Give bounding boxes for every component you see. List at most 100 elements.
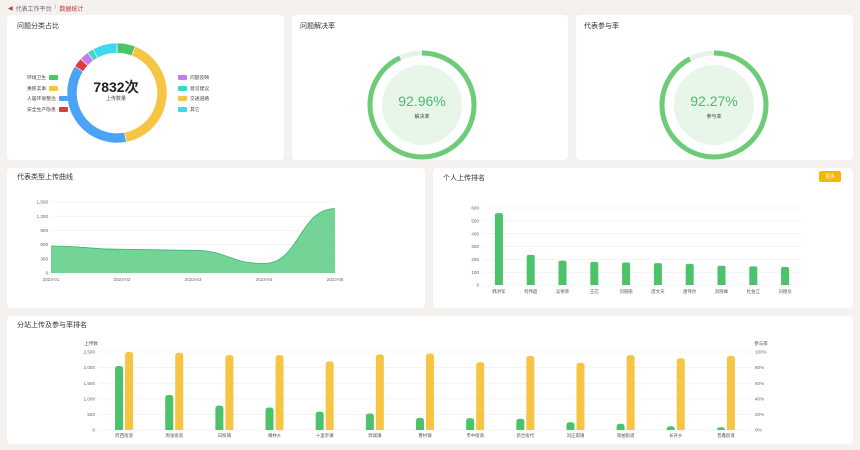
branch-participation-bar[interactable]: [275, 355, 284, 430]
branch-upload-bar[interactable]: [215, 405, 224, 430]
branch-left-tick: 0: [92, 428, 95, 433]
branch-x-label: 新合街代: [517, 432, 535, 439]
resolve-rate-title: 问题解决率: [300, 23, 335, 30]
rank-bar[interactable]: [685, 263, 694, 285]
donut-total-value: 7832次: [93, 79, 139, 95]
participate-rate-value: 92.27%: [690, 93, 738, 109]
legend-label: 惠民实事: [27, 86, 47, 92]
branch-upload-bar[interactable]: [616, 423, 625, 430]
trend-y-tick: 1,500: [37, 200, 49, 205]
rank-y-tick: 0: [476, 283, 479, 288]
back-arrow-icon[interactable]: ◀: [8, 5, 13, 12]
more-button[interactable]: 更多: [819, 171, 841, 182]
branch-participation-bar[interactable]: [626, 355, 635, 430]
rank-x-label: 唐伟尔: [683, 288, 697, 295]
legend-label: 意见建议: [190, 86, 210, 92]
rank-bar[interactable]: [494, 213, 503, 285]
branch-upload-bar[interactable]: [716, 427, 725, 431]
branch-upload-bar[interactable]: [416, 417, 424, 430]
trend-y-tick: 900: [40, 228, 48, 233]
participate-rate-gauge: [659, 50, 769, 160]
legend-right-item-1[interactable]: 问题反映: [178, 74, 209, 81]
breadcrumb-parent[interactable]: 代表工作平台: [15, 6, 52, 13]
rank-x-label: 王芯: [590, 288, 599, 294]
branch-x-label: 曹村镇: [418, 432, 432, 439]
rank-bar[interactable]: [749, 266, 758, 285]
rank-bar[interactable]: [781, 267, 790, 285]
donut-slice-8[interactable]: [92, 42, 118, 59]
breadcrumb-separator: /: [54, 5, 57, 11]
legend-right-item-3[interactable]: 交通道路: [178, 95, 209, 102]
legend-right-item-4[interactable]: 其它: [178, 106, 200, 113]
branch-upload-bar[interactable]: [466, 418, 475, 430]
left-axis-title: 上传数: [84, 340, 98, 347]
legend-left-item-1[interactable]: 环境卫生: [27, 74, 59, 81]
branch-upload-bar[interactable]: [315, 411, 324, 430]
branch-participation-bar[interactable]: [375, 354, 384, 430]
rank-y-tick: 300: [471, 244, 479, 249]
branch-ranking-chart: 上传数 参与率 0 500 1,000 1,500 2,000 2,500 0% 20% 40% 60…: [84, 340, 769, 439]
rank-bar[interactable]: [622, 262, 631, 285]
legend-label: 问题反映: [190, 76, 210, 81]
rank-x-label: 杜伯江: [747, 288, 761, 295]
branch-upload-bar[interactable]: [516, 418, 525, 430]
legend-label: 交通道路: [190, 97, 210, 102]
legend-left-item-3[interactable]: 人居环境整治: [27, 95, 68, 102]
trend-x-tick: 2023-01: [43, 277, 60, 282]
branch-participation-bar[interactable]: [426, 353, 434, 430]
branch-participation-bar[interactable]: [175, 352, 184, 430]
branch-participation-bar[interactable]: [225, 355, 234, 430]
branch-x-label: 周张街道: [165, 432, 183, 439]
trend-y-tick: 1,200: [37, 214, 49, 219]
category-pie-title: 问题分类占比: [17, 23, 59, 30]
trend-line: [50, 208, 336, 264]
rank-bar[interactable]: [558, 260, 567, 285]
branch-upload-bar[interactable]: [115, 366, 124, 430]
legend-swatch: [49, 85, 59, 91]
legend-left-item-4[interactable]: 安全生产隐患: [27, 106, 68, 113]
trend-y-tick: 600: [40, 242, 48, 247]
legend-left-item-2[interactable]: 惠民实事: [27, 85, 59, 92]
branch-right-tick: 100%: [755, 350, 767, 355]
branch-x-label: 市中街道: [466, 432, 484, 439]
branch-participation-bar[interactable]: [676, 358, 685, 430]
branch-upload-bar[interactable]: [566, 422, 575, 430]
rank-bar[interactable]: [717, 265, 726, 285]
resolve-rate-card: 问题解决率 92.96% 解决率: [292, 15, 568, 160]
legend-label: 安全生产隐患: [27, 107, 56, 113]
branch-x-label: 南柏街道: [617, 432, 635, 439]
branch-participation-bar[interactable]: [526, 355, 535, 430]
legend-right-item-2[interactable]: 意见建议: [178, 85, 209, 92]
branch-participation-bar[interactable]: [576, 362, 585, 430]
branch-right-tick: 0%: [755, 428, 762, 433]
rank-bar[interactable]: [526, 254, 535, 285]
rank-bar[interactable]: [653, 263, 662, 285]
trend-area: [51, 208, 335, 273]
branch-x-label: 横林乡: [268, 432, 281, 439]
breadcrumb-current: 数据统计: [59, 6, 84, 13]
branch-participation-bar[interactable]: [726, 355, 735, 430]
branch-participation-bar[interactable]: [125, 352, 134, 430]
branch-left-tick: 500: [87, 412, 95, 417]
personal-ranking-title: 个人上传排名: [443, 175, 485, 182]
trend-x-tick: 2023-04: [256, 277, 273, 282]
branch-participation-bar[interactable]: [325, 361, 334, 430]
upload-trend-chart: 0 300 600 900 1,200 1,500 2023-01 2023-02 2023-0…: [37, 200, 344, 282]
branch-upload-bar[interactable]: [165, 395, 174, 430]
rank-x-label: 刘丽丽: [620, 288, 634, 295]
branch-upload-bar[interactable]: [365, 413, 374, 430]
branch-participation-bar[interactable]: [476, 362, 485, 430]
trend-x-tick: 2023-05: [327, 277, 344, 282]
branch-upload-bar[interactable]: [265, 407, 274, 430]
branch-x-label: 府西街道: [115, 432, 133, 439]
rank-y-tick: 100: [471, 270, 479, 275]
personal-ranking-chart: 0 100 200 300 400 500 600 韩洪军 何伟超 吴德荣 王芯 刘丽丽 庞文天 唐伟尔 刘…: [471, 206, 801, 295]
legend-swatch: [178, 96, 187, 101]
branch-left-tick: 1,500: [84, 381, 96, 386]
branch-x-label: 十里亭镇: [316, 432, 334, 439]
resolve-rate-label: 解决率: [414, 114, 430, 120]
legend-swatch: [58, 96, 68, 101]
legend-label: 环境卫生: [27, 76, 47, 81]
rank-bar[interactable]: [590, 261, 599, 285]
branch-upload-bar[interactable]: [666, 426, 675, 430]
